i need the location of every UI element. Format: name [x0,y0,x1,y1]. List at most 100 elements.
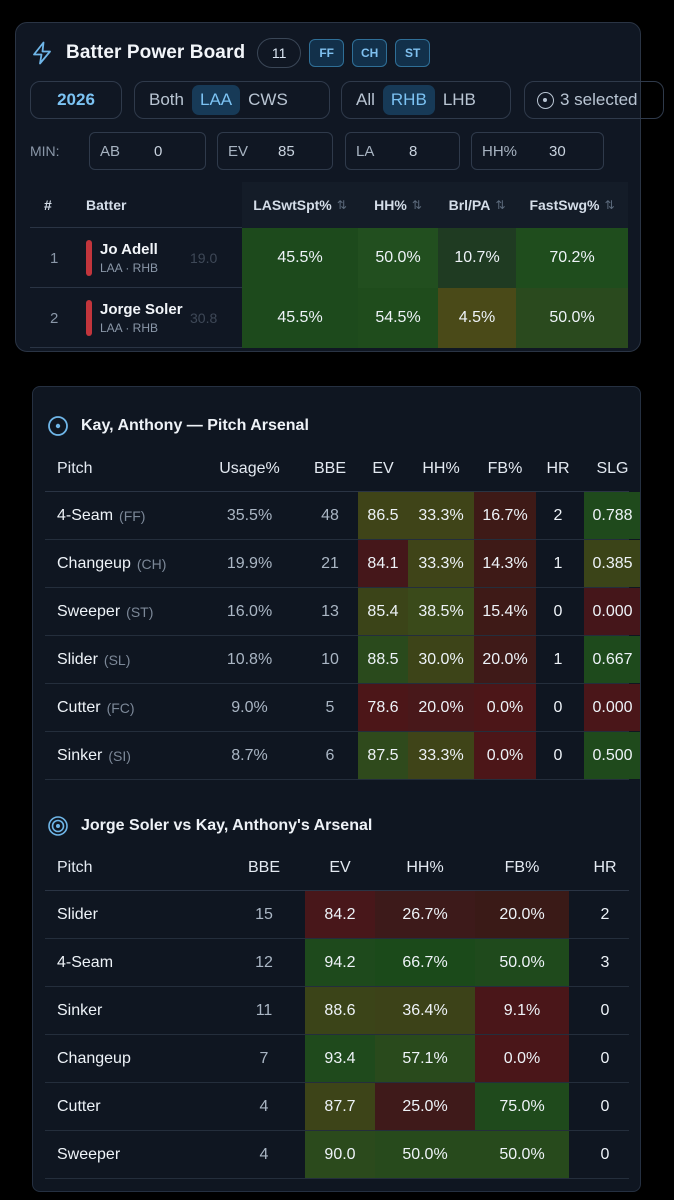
pitch-chip-ch[interactable]: CH [352,39,388,67]
pitcher-analysis-card: Kay, Anthony — Pitch Arsenal Pitch Usage%… [32,386,641,1192]
hidden-column-value: 30.8 [190,310,218,326]
cell-hr: 3 [600,953,610,971]
sort-icon: ⇅ [495,198,506,212]
min-la-field[interactable]: LA 8 [345,132,460,170]
cell-usage: 19.9% [226,554,273,572]
pitch-abbr: (SL) [103,651,131,668]
cell-ev: 94.2 [305,939,375,986]
cell-hh: 66.7% [375,939,475,986]
cell-pitch: Changeup (CH) [57,540,197,587]
batter-row[interactable]: 1 Jo Adell LAA · RHB 19.0 45.5% 50.0% 10.7% 70.… [30,228,628,288]
stat-cell: 45.5% [242,228,358,288]
col-hh[interactable]: HH% ⇅ [358,182,438,228]
pitch-name: Slider [57,650,98,668]
team-option-both[interactable]: Both [149,90,184,109]
cell-ev: 88.5 [358,636,408,683]
col-batter[interactable]: Batter [86,197,127,213]
col-fastswg[interactable]: FastSwg% ⇅ [516,182,628,228]
cell-hr: 2 [553,506,563,524]
cell-usage: 35.5% [226,506,273,524]
cell-ev: 87.7 [305,1083,375,1130]
min-ev-value[interactable]: 85 [278,142,295,160]
pitch-select-dropdown[interactable]: 3 selected [524,81,664,119]
arsenal-section-title: Kay, Anthony — Pitch Arsenal [47,415,309,437]
cell-hh: 50.0% [375,1131,475,1178]
pitch-abbr: (ST) [126,603,154,620]
min-ab-value[interactable]: 0 [154,142,163,160]
cell-hh: 33.3% [408,492,474,539]
team-color-bar [86,240,92,276]
cell-ev: 84.2 [305,891,375,938]
minimum-filters: MIN: AB 0 EV 85 LA 8 HH% 30 [0,132,674,170]
arsenal-row[interactable]: Sweeper (ST) 16.0% 13 85.4 38.5% 15.4% 0 0.000 [45,588,640,636]
matchup-row[interactable]: Cutter 4 87.7 25.0% 75.0% 0 [45,1083,629,1131]
cell-pitch: Slider (SL) [57,636,197,683]
cell-bbe: 48 [321,506,339,524]
arsenal-table: Pitch Usage% BBE EV HH% FB% HR SLG 4-Seam (FF) 35… [45,446,640,780]
cell-hr: 0 [600,1049,610,1067]
matchup-row[interactable]: 4-Seam 12 94.2 66.7% 50.0% 3 [45,939,629,987]
cell-slg: 0.788 [584,492,640,539]
col-ev: EV [329,859,351,876]
cell-pitch: Changeup [57,1049,131,1067]
cell-fb: 0.0% [475,1035,569,1082]
cell-fb: 0.0% [474,732,536,779]
cell-fb: 15.4% [474,588,536,635]
col-fb: FB% [487,460,523,477]
handedness-toggle: All RHB LHB [341,81,511,119]
filter-row: 2026 Both LAA CWS All RHB LHB 3 selected [0,81,674,119]
arsenal-title: Kay, Anthony — Pitch Arsenal [81,417,309,434]
matchup-row[interactable]: Slider 15 84.2 26.7% 20.0% 2 [45,891,629,939]
pitch-chip-st[interactable]: ST [395,39,431,67]
pitch-name: Changeup [57,554,131,572]
team-option-laa[interactable]: LAA [191,85,241,115]
batter-meta: LAA · RHB [100,321,159,335]
cell-hh: 26.7% [375,891,475,938]
stat-cell: 54.5% [358,288,438,348]
col-hh: HH% [406,859,444,876]
stat-cell: 10.7% [438,228,516,288]
pitch-abbr: (CH) [136,555,167,572]
batter-name[interactable]: Jo Adell [100,241,158,258]
batter-row[interactable]: 2 Jorge Soler LAA · RHB 30.8 45.5% 54.5% 4.5% 5… [30,288,628,348]
arsenal-row[interactable]: Slider (SL) 10.8% 10 88.5 30.0% 20.0% 1 0.667 [45,636,640,684]
cell-bbe: 4 [259,1097,269,1115]
matchup-row[interactable]: Sweeper 4 90.0 50.0% 50.0% 0 [45,1131,629,1179]
matchup-row[interactable]: Sinker 11 88.6 36.4% 9.1% 0 [45,987,629,1035]
arsenal-row[interactable]: Changeup (CH) 19.9% 21 84.1 33.3% 14.3% 1 0.385 [45,540,640,588]
stat-cell: 50.0% [358,228,438,288]
hand-option-rhb[interactable]: RHB [382,85,435,115]
cell-fb: 50.0% [475,1131,569,1178]
arsenal-row[interactable]: Cutter (FC) 9.0% 5 78.6 20.0% 0.0% 0 0.000 [45,684,640,732]
col-fb: FB% [504,859,540,876]
board-header: Batter Power Board 11 FF CH ST [30,38,431,68]
min-ev-field[interactable]: EV 85 [217,132,333,170]
cell-ev: 86.5 [358,492,408,539]
min-ab-label: AB [100,142,121,160]
hand-option-lhb[interactable]: LHB [442,90,476,109]
batter-name[interactable]: Jorge Soler [100,301,183,318]
matchup-row[interactable]: Changeup 7 93.4 57.1% 0.0% 0 [45,1035,629,1083]
min-hh-field[interactable]: HH% 30 [471,132,604,170]
cell-hh: 36.4% [375,987,475,1034]
min-label: MIN: [30,143,60,159]
matchup-section-title: Jorge Soler vs Kay, Anthony's Arsenal [47,815,372,837]
hand-option-all[interactable]: All [356,90,375,109]
team-option-cws[interactable]: CWS [248,90,288,109]
page-title: Batter Power Board [66,42,246,63]
stat-cell: 50.0% [516,288,628,348]
arsenal-row[interactable]: 4-Seam (FF) 35.5% 48 86.5 33.3% 16.7% 2 0.788 [45,492,640,540]
batter-table-header: # Batter LASwtSpt% ⇅ HH% ⇅ Brl/PA ⇅ FastSwg… [30,182,628,228]
min-ab-field[interactable]: AB 0 [89,132,206,170]
year-selector[interactable]: 2026 [30,81,122,119]
cell-fb: 75.0% [475,1083,569,1130]
cell-ev: 78.6 [358,684,408,731]
pitch-chip-ff[interactable]: FF [309,39,345,67]
col-brl[interactable]: Brl/PA ⇅ [438,182,516,228]
result-count-badge: 11 [257,38,302,68]
arsenal-row[interactable]: Sinker (SI) 8.7% 6 87.5 33.3% 0.0% 0 0.500 [45,732,640,780]
min-la-value[interactable]: 8 [409,142,418,160]
col-hh: HH% [422,460,460,477]
min-hh-value[interactable]: 30 [549,142,566,160]
col-laswtspt[interactable]: LASwtSpt% ⇅ [242,182,358,228]
